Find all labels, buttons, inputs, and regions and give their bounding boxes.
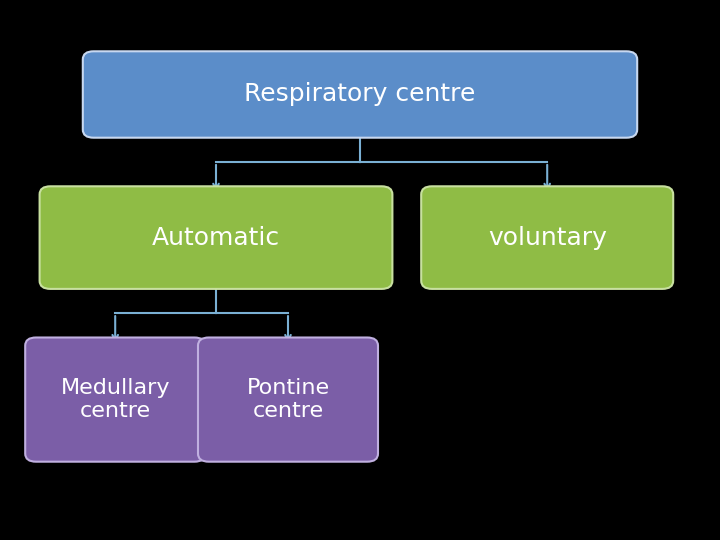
Text: Medullary
centre: Medullary centre [60,378,170,421]
Text: Automatic: Automatic [152,226,280,249]
FancyBboxPatch shape [83,51,637,138]
Text: Respiratory centre: Respiratory centre [244,83,476,106]
FancyBboxPatch shape [40,186,392,289]
FancyBboxPatch shape [198,338,378,462]
Text: voluntary: voluntary [487,226,607,249]
FancyBboxPatch shape [25,338,205,462]
FancyBboxPatch shape [421,186,673,289]
Text: Pontine
centre: Pontine centre [246,378,330,421]
